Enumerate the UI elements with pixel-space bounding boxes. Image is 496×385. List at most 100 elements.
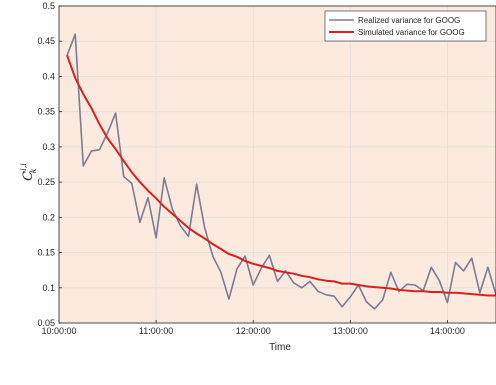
realized-variance-point [98, 149, 101, 151]
realized-variance-point [276, 280, 279, 283]
plot-area [59, 6, 496, 323]
realized-variance-point [349, 296, 351, 298]
simulated-variance-point [131, 171, 133, 173]
realized-variance-point [382, 299, 384, 301]
y-tick-label: 0.4 [42, 71, 55, 81]
simulated-variance-point [236, 256, 238, 258]
realized-variance-point [82, 165, 84, 167]
realized-variance-point [252, 284, 254, 286]
simulated-variance-point [463, 292, 465, 295]
legend-box [324, 10, 487, 42]
simulated-variance-line [66, 54, 496, 297]
x-tick-label: 12:00:00 [236, 326, 271, 336]
realized-variance-point [390, 271, 392, 273]
realized-variance-point [284, 270, 287, 272]
simulated-variance-point [228, 253, 230, 255]
realized-variance-point [406, 283, 408, 285]
y-tick-label: 0.05 [37, 318, 55, 328]
y-axis-ticks: 0.05 0.1 0.15 0.2 0.25 0.3 0.35 0.4 0.45 0.5 [37, 1, 62, 328]
realized-variance-point [398, 290, 400, 292]
simulated-variance-point [341, 282, 343, 285]
simulated-variance-point [365, 285, 368, 287]
simulated-variance-point [139, 181, 141, 183]
y-tick-label: 0.35 [37, 107, 55, 117]
realized-variance-point [333, 295, 335, 297]
realized-variance-point [309, 280, 311, 283]
realized-variance-point [147, 197, 149, 199]
simulated-variance-point [487, 294, 489, 297]
simulated-variance-point [106, 137, 109, 140]
x-tick-label: 10:00:00 [41, 326, 76, 336]
realized-variance-point [131, 182, 133, 185]
realized-variance-point [204, 227, 206, 229]
simulated-variance-point [406, 289, 408, 292]
realized-variance-point [479, 292, 481, 294]
simulated-variance-point [74, 77, 76, 79]
realized-variance-point [115, 112, 117, 114]
simulated-variance-point [398, 289, 400, 291]
simulated-variance-point [446, 292, 449, 294]
realized-variance-point [106, 132, 109, 134]
simulated-variance-point [349, 282, 351, 285]
simulated-variance-point [301, 275, 303, 277]
x-tick-label: 14:00:00 [430, 326, 465, 336]
simulated-variance-point [90, 107, 92, 109]
realized-variance-point [179, 225, 181, 227]
y-axis-label-base: C [21, 171, 36, 181]
realized-variance-point [171, 208, 173, 210]
realized-variance-point [187, 235, 190, 237]
realized-variance-point [341, 306, 343, 308]
realized-variance-point [123, 175, 125, 178]
simulated-variance-point [82, 93, 84, 95]
simulated-variance-point [123, 160, 125, 162]
realized-variance-point [446, 301, 449, 304]
simulated-variance-point [471, 293, 473, 295]
series-layer [66, 33, 496, 310]
simulated-variance-point [171, 213, 173, 215]
simulated-variance-point [115, 148, 117, 150]
realized-variance-point [463, 270, 465, 272]
simulated-variance-point [479, 294, 481, 296]
y-axis-label-superscript: i,i [19, 163, 28, 171]
realized-variance-point [74, 33, 76, 35]
realized-variance-point [236, 268, 238, 270]
realized-variance-line [66, 33, 496, 310]
simulated-variance-point [276, 270, 279, 272]
y-tick-label: 0.15 [37, 248, 55, 258]
simulated-variance-point [309, 276, 311, 278]
simulated-variance-point [187, 227, 190, 229]
x-axis-label: Time [269, 342, 291, 353]
y-axis-label: Ci,ik [19, 163, 38, 181]
simulated-variance-point [438, 291, 440, 293]
realized-variance-point [317, 290, 319, 292]
legend-label-simulated: Simulated variance for GOOG [358, 28, 465, 37]
simulated-variance-point [195, 232, 198, 235]
simulated-variance-point [252, 263, 254, 265]
simulated-variance-point [317, 278, 319, 280]
simulated-variance-point [268, 267, 271, 269]
simulated-variance-point [357, 284, 360, 286]
simulated-variance-point [98, 123, 101, 125]
realized-variance-point [228, 298, 230, 300]
simulated-variance-point [325, 280, 327, 282]
y-tick-label: 0.3 [42, 142, 55, 152]
y-tick-label: 0.45 [37, 36, 55, 46]
x-tick-label: 13:00:00 [333, 326, 368, 336]
realized-variance-point [430, 266, 432, 268]
simulated-variance-point [260, 265, 262, 267]
realized-variance-point [374, 308, 376, 310]
realized-variance-point [325, 294, 327, 296]
realized-variance-point [90, 150, 92, 152]
y-tick-label: 0.25 [37, 177, 55, 187]
realized-variance-point [438, 280, 440, 282]
realized-variance-point [365, 301, 368, 303]
simulated-variance-point [293, 273, 295, 275]
realized-variance-point [414, 284, 416, 286]
realized-variance-point [454, 261, 457, 264]
realized-variance-point [195, 183, 198, 185]
simulated-variance-point [414, 290, 416, 292]
simulated-variance-point [147, 189, 149, 192]
plot-frame [58, 5, 496, 324]
y-axis-label-subscript: k [29, 168, 38, 173]
